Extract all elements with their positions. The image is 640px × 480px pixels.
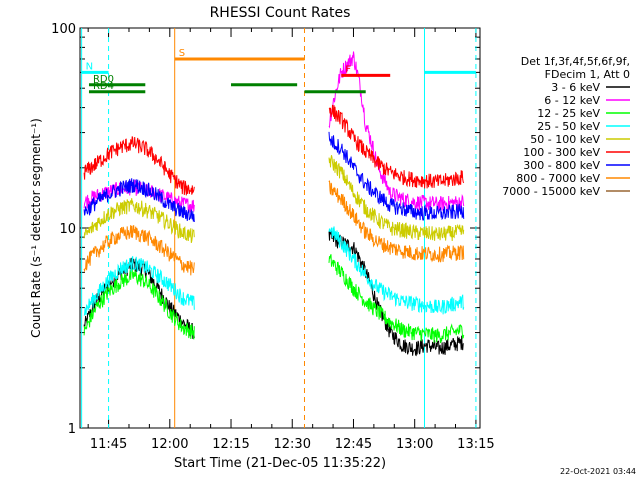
legend-label: 6 - 12 keV <box>544 94 600 107</box>
y-axis-label: Count Rate (s⁻¹ detector segment⁻¹) <box>29 118 43 338</box>
x-tick-label: 12:45 <box>335 437 372 452</box>
series-line-3 <box>328 226 465 315</box>
legend-label: 3 - 6 keV <box>551 81 600 94</box>
mode-bar-label: N <box>86 61 93 72</box>
series-line-2 <box>83 268 195 340</box>
y-tick-label: 1 <box>68 422 76 437</box>
series-line-4 <box>83 198 195 244</box>
legend-label: 800 - 7000 keV <box>516 172 600 185</box>
series-line-7 <box>328 180 465 263</box>
series-line-3 <box>83 256 195 316</box>
time-markers <box>81 28 477 428</box>
series-line-6 <box>83 178 195 223</box>
x-axis-label: Start Time (21-Dec-05 11:35:22) <box>174 456 386 471</box>
series-line-6 <box>328 131 465 222</box>
axis-ticks <box>80 27 480 429</box>
y-tick-label: 10 <box>59 222 76 237</box>
x-tick-label: 11:45 <box>90 437 127 452</box>
x-tick-label: 13:15 <box>457 437 494 452</box>
legend-label: 300 - 800 keV <box>523 159 600 172</box>
mode-bar-label: F <box>345 64 351 75</box>
series-line-5 <box>328 104 465 189</box>
series-lines <box>83 51 465 357</box>
x-tick-label: 12:00 <box>151 437 188 452</box>
series-line-0 <box>328 230 464 357</box>
x-tick-labels: 11:45 12:00 12:15 12:30 12:45 13:00 13:15 <box>90 437 495 452</box>
x-tick-label: 13:00 <box>396 437 433 452</box>
legend-label: 100 - 300 keV <box>523 146 600 159</box>
series-line-5 <box>83 136 195 196</box>
plot-frame <box>79 27 481 429</box>
legend-label: 25 - 50 keV <box>537 120 600 133</box>
series-line-1 <box>328 51 465 213</box>
mode-bar-label: S <box>179 48 185 59</box>
mode-bar-label: RD0 <box>93 74 114 85</box>
legend-label: 50 - 100 keV <box>530 133 600 146</box>
legend-header: FDecim 1, Att 0 <box>545 68 630 81</box>
footer-date: 22-Oct-2021 03:44 <box>560 467 636 476</box>
y-tick-labels: 1 10 100 <box>51 22 76 437</box>
chart-title: RHESSI Count Rates <box>210 5 351 21</box>
series-line-4 <box>328 155 465 242</box>
mode-bar-label: RD4 <box>93 81 114 92</box>
x-tick-label: 12:15 <box>212 437 249 452</box>
x-tick-label: 12:30 <box>274 437 311 452</box>
legend: Det 1f,3f,4f,5f,6f,9f,FDecim 1, Att 03 -… <box>502 55 630 198</box>
legend-label: 7000 - 15000 keV <box>502 185 600 198</box>
y-tick-label: 100 <box>51 22 76 37</box>
legend-label: 12 - 25 keV <box>537 107 600 120</box>
series-line-7 <box>83 224 195 276</box>
series-line-2 <box>328 254 465 344</box>
legend-header: Det 1f,3f,4f,5f,6f,9f, <box>521 55 630 68</box>
